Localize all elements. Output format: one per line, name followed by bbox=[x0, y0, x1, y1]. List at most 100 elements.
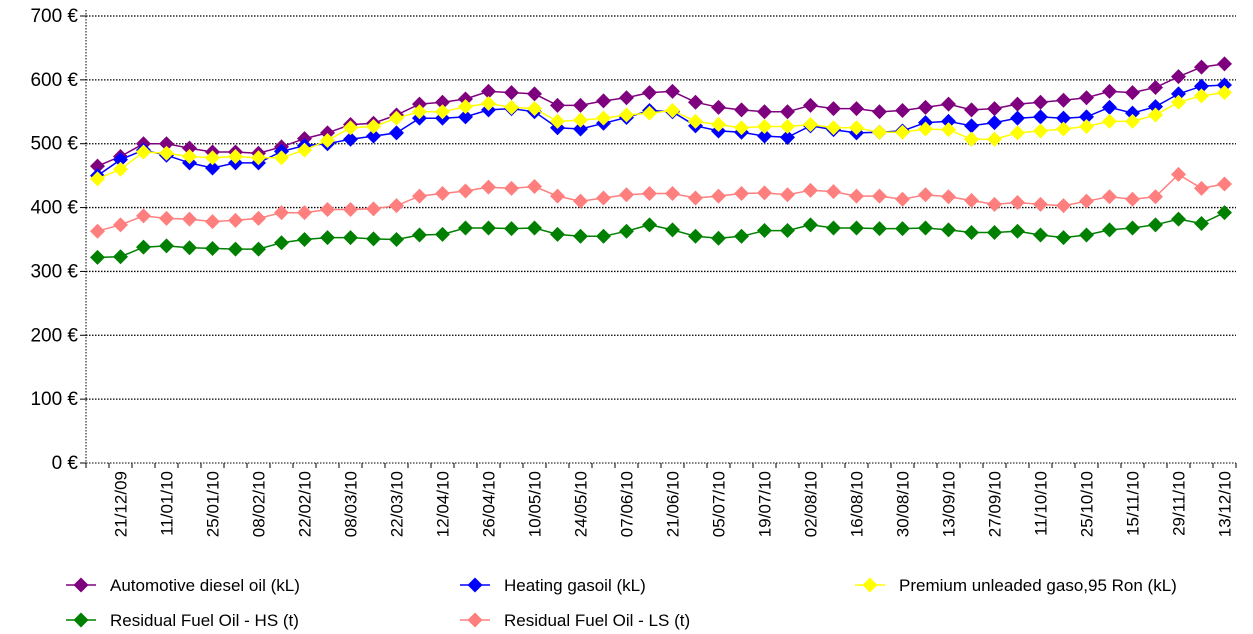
data-point bbox=[803, 182, 818, 198]
data-point bbox=[481, 179, 496, 195]
data-point bbox=[1217, 77, 1232, 93]
x-tick-label: 11/01/10 bbox=[158, 471, 177, 536]
data-point bbox=[642, 186, 657, 202]
data-point bbox=[1010, 223, 1025, 239]
data-point bbox=[941, 113, 956, 129]
data-point bbox=[1102, 113, 1117, 129]
x-tick-label: 21/12/09 bbox=[112, 471, 131, 537]
x-tick-label: 08/02/10 bbox=[250, 471, 269, 537]
data-point bbox=[918, 99, 933, 115]
data-point bbox=[849, 101, 864, 117]
data-point bbox=[895, 221, 910, 237]
data-point bbox=[1056, 121, 1071, 137]
data-point bbox=[458, 109, 473, 125]
data-point bbox=[435, 104, 450, 120]
data-point bbox=[895, 124, 910, 140]
data-point bbox=[1056, 198, 1071, 214]
data-point bbox=[1148, 80, 1163, 96]
data-point bbox=[849, 188, 864, 204]
legend-label: Premium unleaded gaso,95 Ron (kL) bbox=[899, 576, 1177, 595]
data-point bbox=[90, 223, 105, 239]
data-point bbox=[1171, 166, 1186, 182]
data-point bbox=[757, 223, 772, 239]
data-point bbox=[550, 113, 565, 129]
data-point bbox=[619, 90, 634, 106]
data-point bbox=[1171, 69, 1186, 85]
data-point bbox=[113, 152, 128, 168]
data-point bbox=[688, 94, 703, 110]
data-point bbox=[251, 241, 266, 257]
data-point bbox=[642, 217, 657, 233]
data-point bbox=[228, 212, 243, 228]
data-point bbox=[136, 144, 151, 160]
data-point bbox=[711, 117, 726, 133]
data-point bbox=[504, 99, 519, 115]
data-point bbox=[573, 97, 588, 113]
data-point bbox=[228, 241, 243, 257]
data-point bbox=[274, 235, 289, 251]
data-point bbox=[573, 112, 588, 128]
data-point bbox=[734, 120, 749, 136]
data-point bbox=[780, 104, 795, 120]
data-point bbox=[1079, 118, 1094, 134]
data-point bbox=[1102, 222, 1117, 238]
data-point bbox=[1010, 194, 1025, 210]
data-point bbox=[849, 220, 864, 236]
data-point bbox=[665, 222, 680, 238]
data-point bbox=[1194, 180, 1209, 196]
data-point bbox=[1148, 107, 1163, 123]
legend-marker bbox=[73, 612, 89, 628]
data-point bbox=[412, 104, 427, 120]
data-point bbox=[1079, 227, 1094, 243]
x-tick-label: 27/09/10 bbox=[986, 471, 1005, 537]
x-tick-label: 19/07/10 bbox=[756, 471, 775, 537]
data-point bbox=[297, 142, 312, 158]
data-point bbox=[205, 214, 220, 230]
data-point bbox=[113, 161, 128, 177]
x-tick-label: 05/07/10 bbox=[710, 471, 729, 537]
data-point bbox=[964, 224, 979, 240]
legend-label: Automotive diesel oil (kL) bbox=[110, 576, 300, 595]
data-point bbox=[481, 220, 496, 236]
data-point bbox=[757, 185, 772, 201]
y-tick-label: 0 € bbox=[52, 453, 79, 474]
data-point bbox=[205, 240, 220, 256]
data-point bbox=[596, 228, 611, 244]
data-point bbox=[872, 124, 887, 140]
data-point bbox=[1033, 123, 1048, 139]
data-point bbox=[665, 186, 680, 202]
data-point bbox=[182, 211, 197, 227]
data-point bbox=[1125, 113, 1140, 129]
data-point bbox=[642, 85, 657, 101]
data-point bbox=[527, 101, 542, 117]
data-point bbox=[205, 160, 220, 176]
data-point bbox=[1125, 191, 1140, 207]
data-point bbox=[458, 183, 473, 199]
data-point bbox=[297, 232, 312, 247]
data-point bbox=[1056, 92, 1071, 108]
legend-item: Heating gasoil (kL) bbox=[460, 576, 646, 595]
data-point bbox=[826, 120, 841, 136]
data-point bbox=[1171, 94, 1186, 110]
x-tick-label: 25/10/10 bbox=[1078, 471, 1097, 537]
data-point bbox=[941, 96, 956, 112]
data-point bbox=[366, 201, 381, 217]
data-point bbox=[918, 187, 933, 203]
data-point bbox=[1217, 205, 1232, 221]
data-point bbox=[1033, 227, 1048, 243]
axis-layer: 0 € 100 € 200 € 300 € 400 € 500 € 600 € 700 € 21… bbox=[30, 6, 1237, 537]
data-point bbox=[182, 148, 197, 164]
legend-label: Residual Fuel Oil - LS (t) bbox=[504, 611, 690, 630]
data-point bbox=[435, 94, 450, 110]
data-point bbox=[826, 184, 841, 200]
data-point bbox=[1010, 96, 1025, 112]
data-point bbox=[1125, 85, 1140, 101]
data-point bbox=[90, 171, 105, 187]
data-point bbox=[1033, 196, 1048, 212]
data-point bbox=[435, 226, 450, 242]
data-point bbox=[458, 99, 473, 115]
legend-label: Residual Fuel Oil - HS (t) bbox=[110, 611, 299, 630]
data-point bbox=[297, 205, 312, 221]
